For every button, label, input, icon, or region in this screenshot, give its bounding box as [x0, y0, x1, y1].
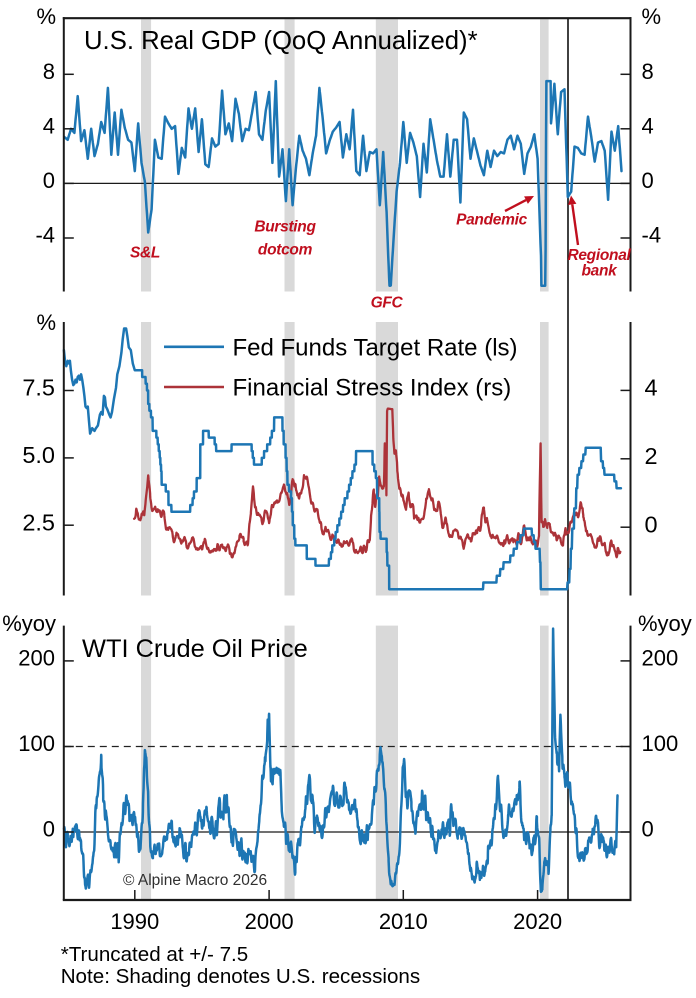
svg-text:Bursting: Bursting [254, 219, 316, 236]
svg-text:Financial Stress Index (rs): Financial Stress Index (rs) [233, 375, 512, 402]
svg-text:100: 100 [642, 731, 679, 756]
svg-text:0: 0 [43, 168, 55, 193]
svg-text:2020: 2020 [513, 909, 562, 934]
svg-text:5.0: 5.0 [22, 442, 55, 468]
svg-text:2000: 2000 [245, 909, 294, 934]
svg-text:0: 0 [645, 511, 658, 537]
svg-text:0: 0 [43, 817, 55, 842]
svg-text:bank: bank [582, 263, 619, 280]
svg-text:7.5: 7.5 [22, 375, 55, 401]
svg-text:%yoy: %yoy [2, 611, 56, 636]
svg-text:Fed Funds Target Rate (ls): Fed Funds Target Rate (ls) [233, 334, 518, 361]
svg-text:© Alpine Macro 2026: © Alpine Macro 2026 [123, 872, 267, 889]
svg-text:S&L: S&L [130, 245, 160, 262]
svg-text:%: % [36, 310, 56, 335]
svg-text:1990: 1990 [110, 909, 159, 934]
svg-text:dotcom: dotcom [258, 242, 313, 259]
svg-text:*Truncated at +/- 7.5: *Truncated at +/- 7.5 [61, 943, 249, 966]
svg-text:4: 4 [43, 113, 55, 138]
svg-text:Pandemic: Pandemic [456, 212, 528, 229]
svg-text:200: 200 [18, 645, 55, 670]
svg-text:-4: -4 [35, 223, 55, 248]
svg-text:2: 2 [645, 443, 658, 469]
svg-text:4: 4 [642, 113, 654, 138]
svg-text:GFC: GFC [371, 295, 404, 312]
svg-text:%yoy: %yoy [638, 611, 692, 636]
svg-text:Regional: Regional [567, 247, 631, 264]
svg-text:200: 200 [642, 645, 679, 670]
svg-text:2010: 2010 [379, 909, 428, 934]
svg-text:Note: Shading denotes U.S. rec: Note: Shading denotes U.S. recessions [61, 965, 420, 988]
svg-text:%: % [642, 4, 662, 29]
svg-text:-4: -4 [642, 223, 662, 248]
svg-text:U.S. Real GDP (QoQ Annualized): U.S. Real GDP (QoQ Annualized)* [84, 27, 478, 55]
svg-text:8: 8 [43, 59, 55, 84]
svg-text:4: 4 [645, 375, 658, 401]
svg-text:100: 100 [18, 731, 55, 756]
svg-text:WTI Crude Oil Price: WTI Crude Oil Price [82, 635, 308, 663]
svg-text:0: 0 [642, 168, 654, 193]
svg-text:8: 8 [642, 59, 654, 84]
svg-text:0: 0 [642, 817, 654, 842]
svg-text:%: % [36, 4, 56, 29]
svg-text:2.5: 2.5 [22, 509, 55, 535]
